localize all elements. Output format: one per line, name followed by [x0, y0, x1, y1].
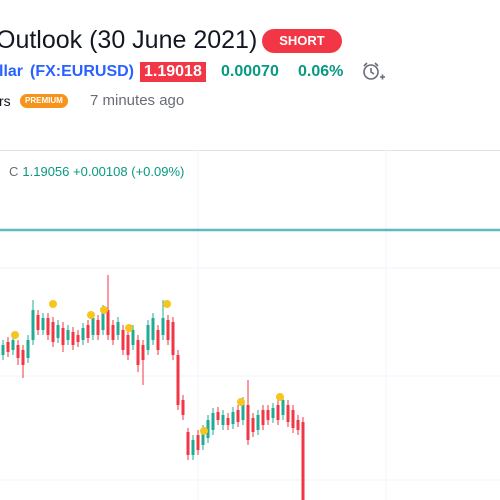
- candle-body: [266, 410, 270, 420]
- candle-body: [201, 430, 205, 445]
- candle-body: [161, 318, 165, 335]
- candle-body: [141, 345, 145, 360]
- author[interactable]: rs: [0, 93, 11, 109]
- event-marker: [163, 300, 171, 308]
- candle-body: [116, 322, 120, 335]
- candle-body: [81, 328, 85, 340]
- event-marker: [276, 393, 284, 401]
- candle-body: [231, 412, 235, 424]
- candle-body: [106, 310, 110, 335]
- price: 1.19018: [140, 62, 206, 82]
- candle-body: [256, 415, 260, 430]
- candle-body: [131, 330, 135, 345]
- legend-change: +0.00108: [73, 164, 128, 179]
- candle-body: [246, 405, 250, 440]
- candle-body: [46, 318, 50, 335]
- event-marker: [100, 306, 108, 314]
- candle-body: [226, 418, 230, 425]
- candle-body: [31, 310, 35, 340]
- time-ago: 7 minutes ago: [90, 92, 185, 109]
- candle-body: [101, 312, 105, 330]
- candle-body: [296, 420, 300, 430]
- event-marker: [125, 324, 133, 332]
- candle-body: [111, 325, 115, 340]
- change-percent: 0.06%: [298, 63, 344, 80]
- candle-body: [61, 328, 65, 345]
- alert-icon[interactable]: [360, 60, 386, 84]
- candle-body: [171, 322, 175, 355]
- candle-body: [86, 325, 90, 338]
- candle-body: [271, 408, 275, 418]
- candle-body: [66, 330, 70, 340]
- candle-body: [96, 320, 100, 335]
- candle-body: [11, 340, 15, 350]
- event-marker: [11, 331, 19, 339]
- candle-body: [26, 340, 30, 358]
- candle-body: [1, 345, 5, 355]
- candle-body: [261, 410, 265, 425]
- event-marker: [237, 398, 245, 406]
- candle-body: [236, 410, 240, 422]
- event-marker: [200, 427, 208, 435]
- short-badge: SHORT: [262, 29, 342, 53]
- event-marker: [49, 300, 57, 308]
- candle-body: [36, 315, 40, 330]
- legend-close: 1.19056: [22, 164, 70, 179]
- candle-body: [291, 410, 295, 428]
- premium-badge: PREMIUM: [20, 94, 68, 108]
- candle-body: [76, 335, 80, 342]
- idea-title: Outlook (30 June 2021): [0, 26, 258, 54]
- candle-body: [301, 422, 305, 500]
- candle-body: [216, 412, 220, 420]
- candle-body: [91, 318, 95, 335]
- candle-body: [71, 332, 75, 345]
- candle-body: [206, 420, 210, 438]
- candle-body: [251, 418, 255, 432]
- candle-body: [16, 345, 20, 358]
- symbol-name[interactable]: llar: [0, 63, 24, 80]
- candle-body: [191, 440, 195, 455]
- candle-body: [156, 330, 160, 350]
- candle-body: [176, 355, 180, 405]
- change: 0.00070: [221, 63, 279, 80]
- candle-body: [136, 340, 140, 365]
- grid: [0, 150, 500, 500]
- candle-body: [286, 405, 290, 422]
- candle-body: [196, 435, 200, 450]
- candle-body: [221, 415, 225, 425]
- candle-body: [181, 400, 185, 415]
- candle-body: [151, 318, 155, 340]
- candle-body: [126, 335, 130, 355]
- legend-label: C: [9, 164, 19, 179]
- candle-body: [6, 342, 10, 352]
- candle-body: [281, 400, 285, 415]
- symbol-ticker[interactable]: (FX:EURUSD): [30, 63, 134, 80]
- legend-change-percent: (+0.09%): [131, 164, 185, 179]
- candle-body: [21, 350, 25, 365]
- candle-body: [166, 320, 170, 340]
- candle-body: [276, 405, 280, 420]
- candle-body: [146, 325, 150, 350]
- chart: [0, 150, 500, 500]
- candle-body: [241, 402, 245, 420]
- candle-body: [56, 325, 60, 338]
- legend: C 1.19056 +0.00108 (+0.09%): [9, 164, 184, 179]
- candle-body: [41, 318, 45, 330]
- candle-body: [211, 413, 215, 430]
- candle-body: [186, 432, 190, 455]
- event-marker: [87, 311, 95, 319]
- candle-body: [121, 330, 125, 350]
- candle-body: [51, 322, 55, 342]
